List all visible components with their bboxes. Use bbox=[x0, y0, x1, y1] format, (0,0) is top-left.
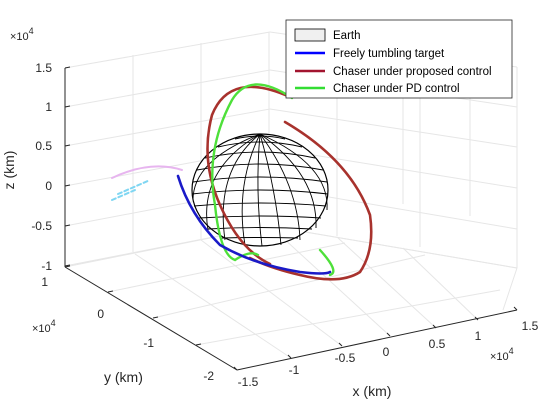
z-tick-label: 1 bbox=[45, 100, 52, 114]
x-axis-line bbox=[236, 309, 518, 371]
legend: Earth Freely tumbling target Chaser unde… bbox=[285, 19, 513, 99]
tick-marks bbox=[64, 66, 518, 371]
x-tick-label: -1 bbox=[289, 363, 300, 377]
z-tick-label: -0.5 bbox=[31, 219, 52, 233]
legend-pd-label: Chaser under PD control bbox=[333, 83, 460, 95]
legend-target-label: Freely tumbling target bbox=[333, 48, 445, 60]
x-tick-label: 0 bbox=[383, 345, 390, 359]
x-axis-label: x (km) bbox=[353, 383, 392, 399]
earth-meridians bbox=[192, 133, 328, 247]
z-tick-label: 0 bbox=[45, 179, 52, 193]
trajectory-fragment-left bbox=[111, 165, 183, 179]
trajectory-proposed-right bbox=[248, 120, 373, 281]
z-tick-label: 1.5 bbox=[35, 61, 52, 75]
x-tick-label: 1 bbox=[475, 329, 482, 343]
earth-latitudes bbox=[191, 135, 329, 239]
z-exponent: ×104 bbox=[10, 26, 34, 43]
y-tick-label: -2 bbox=[203, 369, 214, 383]
x-exponent: ×104 bbox=[490, 346, 514, 363]
y-tick-label: 1 bbox=[41, 275, 48, 289]
x-tick-label: 1.5 bbox=[522, 319, 539, 333]
x-axis: -1.5 -1 -0.5 0 0.5 1 1.5 ×104 x (km) bbox=[238, 319, 539, 399]
trajectory-target bbox=[176, 174, 332, 275]
y-axis: ×104 1 0 -1 -2 y (km) bbox=[32, 275, 214, 385]
legend-earth-label: Earth bbox=[333, 30, 361, 42]
z-tick-label: -1 bbox=[41, 259, 52, 273]
y-axis-line bbox=[64, 266, 238, 371]
y-exponent: ×104 bbox=[32, 318, 56, 335]
x-tick-label: -0.5 bbox=[335, 351, 356, 365]
x-tick-label: 0.5 bbox=[429, 337, 446, 351]
z-tick-label: 0.5 bbox=[35, 139, 52, 153]
z-axis-label: z (km) bbox=[1, 151, 17, 190]
trajectory-pd-right bbox=[318, 248, 335, 277]
y-tick-label: 0 bbox=[97, 307, 104, 321]
trajectories bbox=[111, 83, 373, 281]
y-axis-label: y (km) bbox=[104, 369, 143, 385]
y-tick-label: -1 bbox=[143, 336, 154, 350]
x-tick-label: -1.5 bbox=[238, 375, 259, 389]
legend-proposed-label: Chaser under proposed control bbox=[333, 66, 492, 78]
legend-earth-swatch bbox=[294, 28, 326, 42]
z-axis: ×104 1.5 1 0.5 0 -0.5 -1 z (km) bbox=[1, 26, 52, 273]
trajectory-fragment-left-2 bbox=[111, 179, 151, 201]
axis-lines bbox=[64, 68, 518, 371]
